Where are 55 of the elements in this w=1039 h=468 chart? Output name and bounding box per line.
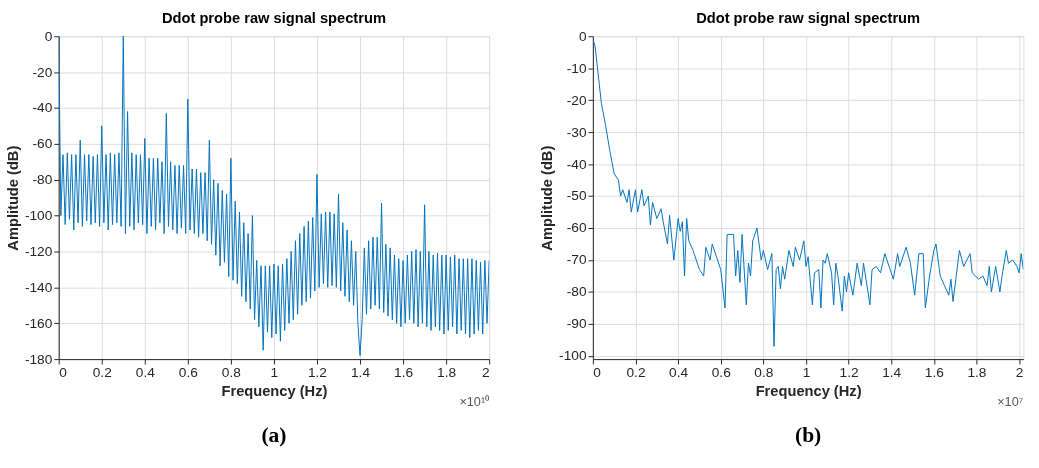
x-tick-label: 1	[270, 365, 279, 381]
text: (a)	[261, 423, 287, 448]
y-tick-label: -70	[566, 252, 587, 268]
x-tick-label: 0.4	[669, 365, 689, 381]
text: ×10⁷	[997, 394, 1024, 410]
x-tick-label: 0.6	[711, 365, 732, 381]
x-tick-label: 1.6	[924, 365, 945, 381]
y-axis-title: Amplitude (dB)	[539, 145, 556, 251]
y-tick-label: -60	[566, 220, 587, 236]
x-tick-label: 1.8	[437, 365, 457, 381]
x-tick-label: 2	[482, 365, 490, 381]
y-tick-label: -30	[566, 124, 587, 140]
line-series	[58, 36, 490, 357]
y-tick-label: -40	[32, 100, 53, 116]
y-tick-label: -100	[24, 208, 53, 224]
y-tick-label: -120	[24, 243, 53, 259]
line-series	[592, 38, 1024, 347]
y-tick-label: -80	[566, 284, 587, 300]
x-tick-label: 2	[1015, 365, 1024, 381]
x-tick-label: 0.8	[754, 365, 774, 381]
y-tick-label: -10	[566, 60, 587, 76]
y-tick-label: -180	[24, 351, 53, 367]
y-tick-label: -160	[24, 315, 53, 331]
text: (b)	[794, 423, 822, 448]
y-tick-label: -20	[32, 64, 53, 80]
x-tick-label: 1	[802, 365, 811, 381]
y-tick-label: -140	[24, 279, 53, 295]
x-axis-title: Frequency (Hz)	[755, 382, 862, 399]
y-tick-label: 0	[44, 28, 53, 44]
y-axis-title: Amplitude (dB)	[5, 145, 22, 251]
y-tick-label: -50	[566, 188, 587, 204]
y-tick-label: -20	[566, 92, 587, 108]
x-tick-label: 1.8	[967, 365, 987, 381]
y-tick-label: -100	[559, 348, 587, 364]
x-tick-label: 1.4	[882, 365, 902, 381]
chart-title: Ddot probe raw signal spectrum	[696, 9, 921, 26]
x-tick-label: 0.4	[135, 365, 156, 381]
y-tick-label: -60	[32, 136, 53, 152]
x-tick-label: 0.2	[626, 365, 646, 381]
y-tick-label: -80	[32, 172, 53, 188]
x-tick-label: 0.6	[178, 365, 199, 381]
x-tick-label: 0.2	[92, 365, 112, 381]
x-tick-label: 0	[59, 365, 68, 381]
y-tick-label: 0	[578, 28, 587, 44]
chart-title: Ddot probe raw signal spectrum	[161, 9, 386, 26]
x-tick-label: 0	[593, 365, 602, 381]
x-tick-label: 1.2	[307, 365, 327, 381]
x-tick-label: 0.8	[221, 365, 242, 381]
x-tick-label: 1.2	[839, 365, 859, 381]
x-tick-label: 1.6	[394, 365, 414, 381]
x-tick-label: 1.4	[351, 365, 371, 381]
text: ×10¹⁰	[459, 394, 491, 410]
y-tick-label: -90	[566, 316, 587, 332]
x-axis-title: Frequency (Hz)	[221, 382, 328, 399]
y-tick-label: -40	[566, 156, 587, 172]
